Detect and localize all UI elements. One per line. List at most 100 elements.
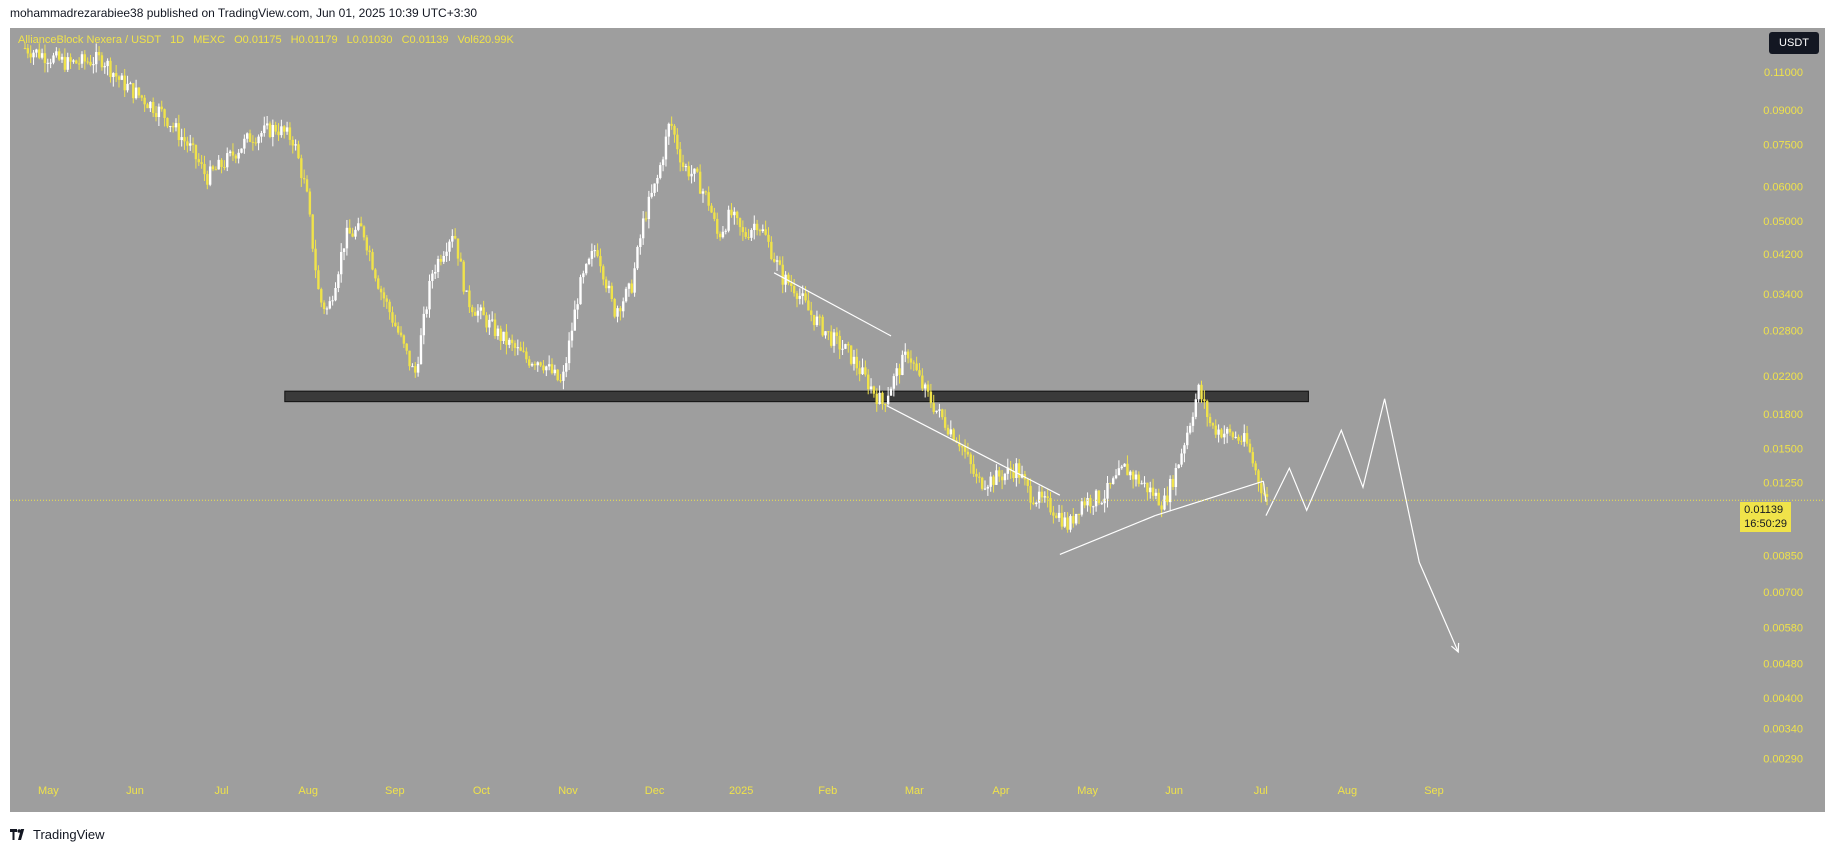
candle-body: [1000, 476, 1004, 481]
candle-body: [1257, 470, 1260, 484]
legend-low: L0.01030: [346, 34, 393, 46]
candle-body: [206, 174, 209, 185]
last-price-tag: 0.01139 16:50:29: [1740, 502, 1791, 532]
candle-body: [573, 309, 576, 331]
candle-body: [952, 429, 955, 441]
x-tick-label: Jun: [126, 785, 144, 797]
candle-body: [661, 159, 665, 166]
candle-body: [1251, 452, 1254, 464]
candle-body: [228, 151, 232, 154]
candle-body: [396, 326, 400, 333]
candle-body: [345, 227, 349, 249]
candle-body: [482, 307, 485, 316]
candle-body: [975, 473, 978, 477]
candle-body: [399, 332, 403, 336]
candle-body: [291, 139, 294, 146]
candle-body: [1143, 482, 1146, 484]
candle-body: [97, 52, 101, 56]
candle-body: [943, 417, 947, 428]
candle-body: [149, 101, 152, 109]
candle-body: [1262, 493, 1266, 495]
y-tick-label: 0.00700: [1763, 587, 1803, 599]
chart-frame[interactable]: 0.11000 0.09000 0.07500 0.06000 0.05000 0.042…: [10, 28, 1825, 812]
legend-volume: Vol620.99K: [457, 34, 514, 46]
candle-body: [237, 152, 240, 159]
candle-body: [1157, 492, 1160, 506]
candle-body: [1260, 483, 1263, 494]
candle-body: [533, 363, 537, 366]
candle-body: [1240, 440, 1243, 442]
candle-body: [1171, 478, 1175, 488]
candle-body: [961, 446, 964, 448]
candle-body: [1223, 433, 1226, 438]
candle-body: [815, 316, 819, 326]
support-zone: [284, 390, 1309, 403]
candle-body: [103, 66, 106, 68]
candle-body: [1163, 495, 1166, 510]
footer-brand[interactable]: TradingView: [10, 827, 105, 842]
candle-body: [724, 230, 727, 232]
candle-body: [260, 133, 263, 137]
candle-body: [718, 233, 722, 238]
candle-body: [143, 97, 146, 105]
candle-body: [710, 205, 713, 213]
candle-body: [986, 486, 990, 489]
candle-body: [1186, 432, 1189, 446]
y-tick-label: 0.00340: [1763, 723, 1803, 735]
candle-body: [66, 57, 69, 70]
currency-button[interactable]: USDT: [1769, 32, 1819, 54]
candle-body: [468, 290, 471, 308]
candle-body: [320, 289, 323, 303]
y-tick-label: 0.01500: [1763, 443, 1803, 455]
candle-body: [827, 331, 830, 333]
candle-body: [904, 351, 907, 355]
candle-body: [1149, 487, 1152, 493]
price-chart[interactable]: 0.11000 0.09000 0.07500 0.06000 0.05000 0.042…: [10, 28, 1825, 812]
publisher-line: mohammadrezarabiee38 published on Tradin…: [10, 6, 478, 20]
candle-body: [357, 223, 360, 230]
candle-body: [1231, 432, 1235, 438]
candle-body: [1243, 433, 1246, 442]
candle-body: [983, 488, 987, 490]
candle-body: [171, 126, 175, 128]
candle-body: [798, 295, 802, 299]
candle-body: [1197, 384, 1200, 400]
candle-body: [1265, 494, 1269, 497]
candle-body: [1203, 399, 1206, 402]
candle-body: [1057, 512, 1061, 518]
candle-body: [938, 409, 941, 411]
candle-body: [411, 366, 414, 368]
candle-body: [650, 192, 653, 197]
candle-body: [180, 137, 183, 141]
candle-body: [1214, 425, 1217, 435]
y-tick-label: 0.00580: [1763, 623, 1803, 635]
candle-body: [906, 351, 910, 359]
candle-body: [547, 364, 551, 367]
y-tick-label: 0.04200: [1763, 249, 1803, 261]
candle-body: [1037, 491, 1041, 503]
candle-body: [453, 235, 457, 239]
y-tick-label: 0.09000: [1763, 105, 1803, 117]
footer-brand-label: TradingView: [33, 827, 105, 842]
candle-body: [1200, 384, 1203, 400]
x-tick-label: Sep: [385, 785, 405, 797]
candle-body: [1092, 506, 1095, 508]
candle-body: [439, 258, 443, 262]
candle-body: [818, 316, 821, 318]
candle-body: [1237, 436, 1240, 441]
candle-body: [251, 141, 255, 143]
legend-symbol[interactable]: AllianceBlock Nexera / USDT: [18, 34, 162, 46]
candle-body: [374, 269, 377, 279]
candle-body: [1109, 482, 1112, 485]
candle-body: [154, 113, 158, 118]
candle-body: [969, 454, 972, 465]
candle-body: [1217, 429, 1220, 435]
candle-body: [200, 162, 203, 164]
candle-body: [630, 283, 633, 293]
candle-body: [624, 288, 628, 302]
y-tick-label: 0.00400: [1763, 693, 1803, 705]
candle-body: [966, 451, 970, 455]
candle-body: [875, 393, 878, 405]
candle-body: [214, 169, 218, 171]
candle-body: [584, 263, 588, 274]
